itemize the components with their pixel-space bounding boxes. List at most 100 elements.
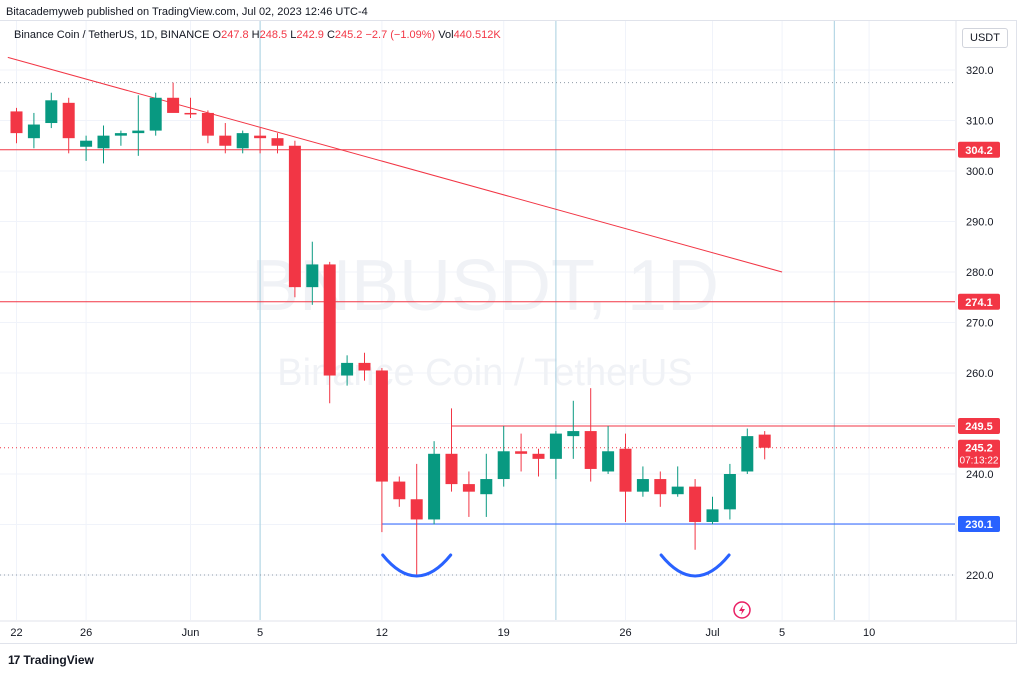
candle-down xyxy=(375,370,388,482)
candle-down xyxy=(10,111,23,134)
candle-up xyxy=(45,100,58,124)
candle-down xyxy=(462,484,475,492)
price-tick-label: 240.0 xyxy=(966,469,994,481)
candle-down xyxy=(254,135,267,139)
time-tick-label: 12 xyxy=(376,627,388,639)
level-badge xyxy=(958,141,1000,158)
level-badge xyxy=(958,293,1000,310)
symbol-legend: Binance Coin / TetherUS, 1D, BINANCE O24… xyxy=(14,29,501,41)
lightning-glyph xyxy=(739,605,745,615)
candle-down xyxy=(62,102,75,139)
candle-down xyxy=(167,97,180,113)
candle-up xyxy=(706,509,719,522)
candle-down xyxy=(410,499,423,520)
tradingview-logo-icon: 17 xyxy=(8,653,20,667)
candle-down xyxy=(584,431,597,469)
candle-down xyxy=(288,145,301,288)
candle-up xyxy=(636,479,649,492)
candle-up xyxy=(97,135,110,149)
time-tick-label: 19 xyxy=(498,627,510,639)
candle-down xyxy=(532,453,545,459)
price-tick-label: 320.0 xyxy=(966,65,994,77)
candle-down xyxy=(619,448,632,492)
close-label: C xyxy=(326,29,335,41)
time-tick-label: 26 xyxy=(80,627,92,639)
trend-line xyxy=(7,56,783,273)
level-badge-label: 274.1 xyxy=(965,297,993,309)
price-tick-label: 270.0 xyxy=(966,318,994,330)
price-tick-label: 220.0 xyxy=(966,570,994,582)
bottom-arc xyxy=(659,553,731,578)
candle-up xyxy=(428,453,441,520)
bottom-arc xyxy=(381,553,453,578)
price-tick-label: 260.0 xyxy=(966,368,994,380)
change-value: −2.7 (−1.09%) xyxy=(365,29,436,41)
candle-down xyxy=(219,135,232,146)
candle-down xyxy=(515,451,528,454)
symbol-title: Binance Coin / TetherUS, 1D, BINANCE xyxy=(14,29,210,41)
candle-down xyxy=(654,479,667,495)
currency-selector[interactable]: USDT xyxy=(962,28,1008,48)
time-tick-label: 22 xyxy=(10,627,22,639)
watermark-ticker: BNBUSDT, 1D xyxy=(251,246,719,326)
candle-down xyxy=(323,264,336,376)
level-badge xyxy=(958,515,1000,532)
candle-down xyxy=(271,138,284,146)
high-label: H xyxy=(251,29,260,41)
high-value: 248.5 xyxy=(259,29,288,41)
candle-up xyxy=(741,436,754,472)
time-tick-label: 26 xyxy=(619,627,631,639)
candle-up xyxy=(480,479,493,495)
candle-up xyxy=(306,264,319,288)
price-tick-label: 310.0 xyxy=(966,116,994,128)
volume-value: 440.512K xyxy=(453,29,501,41)
countdown-label: 07:13:22 xyxy=(960,456,999,467)
level-badge-label: 249.5 xyxy=(965,421,993,433)
watermark-name: Binance Coin / TetherUS xyxy=(277,352,692,394)
last-price-badge xyxy=(958,439,1000,468)
candle-down xyxy=(445,453,458,485)
candle-up xyxy=(549,433,562,459)
open-label: O xyxy=(212,29,222,41)
time-tick-label: Jun xyxy=(182,627,200,639)
last-price-label: 245.2 xyxy=(965,443,993,455)
candle-up xyxy=(341,362,354,376)
low-label: L xyxy=(290,29,297,41)
chart-frame xyxy=(0,20,1017,644)
publish-info: Bitacademyweb published on TradingView.c… xyxy=(6,6,368,18)
open-value: 247.8 xyxy=(221,29,249,41)
candle-up xyxy=(80,140,93,147)
candle-up xyxy=(723,474,736,510)
tradingview-brand: TradingView xyxy=(23,653,94,667)
candle-up xyxy=(114,133,127,136)
candle-up xyxy=(497,451,510,480)
volume-label: Vol xyxy=(438,29,454,41)
candle-up xyxy=(567,431,580,437)
candle-up xyxy=(671,486,684,495)
level-badge-label: 304.2 xyxy=(965,145,993,157)
tradingview-footer[interactable]: 17 TradingView xyxy=(8,653,94,667)
candle-up xyxy=(236,133,249,149)
price-tick-label: 280.0 xyxy=(966,267,994,279)
time-tick-label: 5 xyxy=(257,627,263,639)
time-tick-label: Jul xyxy=(705,627,719,639)
candle-up xyxy=(602,451,615,472)
candle-down xyxy=(358,362,371,371)
close-value: 245.2 xyxy=(334,29,363,41)
low-value: 242.9 xyxy=(296,29,324,41)
price-tick-label: 300.0 xyxy=(966,166,994,178)
time-tick-label: 5 xyxy=(779,627,785,639)
level-badge xyxy=(958,418,1000,435)
candle-up xyxy=(132,130,145,134)
candle-down xyxy=(758,434,771,448)
price-tick-label: 290.0 xyxy=(966,217,994,229)
candle-up xyxy=(27,124,40,139)
candle-down xyxy=(689,486,702,522)
candle-down xyxy=(393,481,406,500)
time-tick-label: 10 xyxy=(863,627,875,639)
candle-down xyxy=(201,112,214,136)
candle-up xyxy=(149,97,162,131)
candle-down xyxy=(184,112,197,115)
level-badge-label: 230.1 xyxy=(965,519,993,531)
